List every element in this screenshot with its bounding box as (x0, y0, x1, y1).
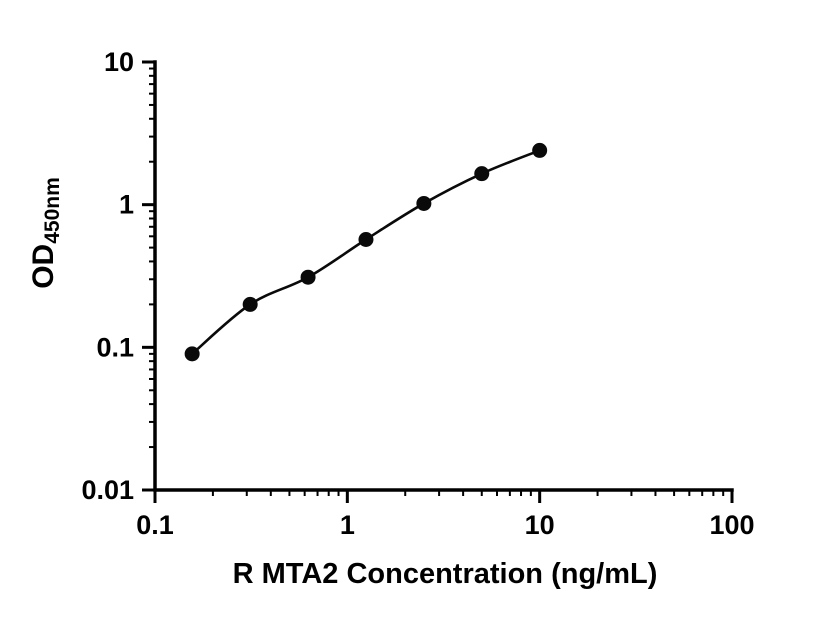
y-axis-tick-label: 0.01 (81, 475, 134, 505)
x-axis-tick-label: 100 (709, 510, 754, 540)
axes-frame (153, 60, 734, 492)
x-axis-tick-label: 10 (525, 510, 555, 540)
standard-curve-line (191, 149, 541, 355)
data-point-marker (416, 195, 432, 211)
y-axis-tick-label: 10 (104, 47, 134, 77)
x-axis-tick-label: 1 (340, 510, 355, 540)
data-point-marker (242, 296, 258, 312)
data-point-marker (532, 142, 548, 158)
x-axis-tick-label: 0.1 (136, 510, 174, 540)
data-point-marker (184, 346, 200, 362)
y-axis-title-subscript: 450nm (40, 177, 64, 244)
data-point-marker (358, 231, 374, 247)
y-axis-title: OD450nm (27, 177, 65, 289)
data-point-marker (300, 269, 316, 285)
y-axis-title-main: OD (27, 243, 61, 289)
data-point-marker (474, 166, 490, 182)
y-axis-tick-label: 0.1 (96, 332, 134, 362)
y-axis-tick-label: 1 (119, 190, 134, 220)
x-axis-title: R MTA2 Concentration (ng/mL) (232, 558, 658, 590)
